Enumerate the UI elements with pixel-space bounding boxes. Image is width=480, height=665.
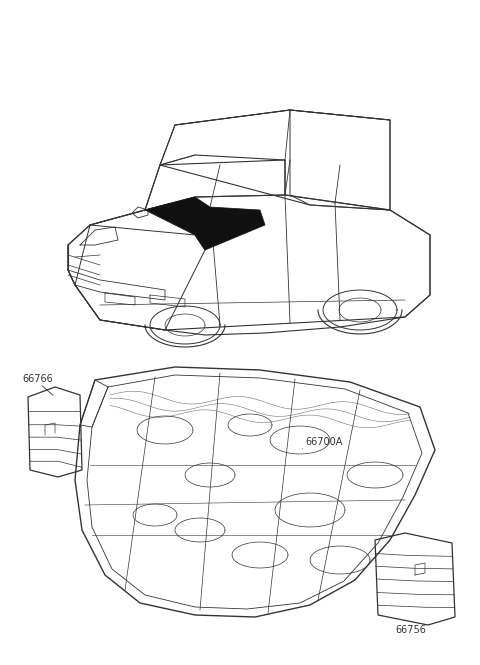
Text: 66756: 66756 — [395, 625, 426, 635]
Polygon shape — [145, 197, 265, 250]
Text: 66766: 66766 — [22, 374, 53, 384]
Text: 66700A: 66700A — [305, 437, 342, 447]
